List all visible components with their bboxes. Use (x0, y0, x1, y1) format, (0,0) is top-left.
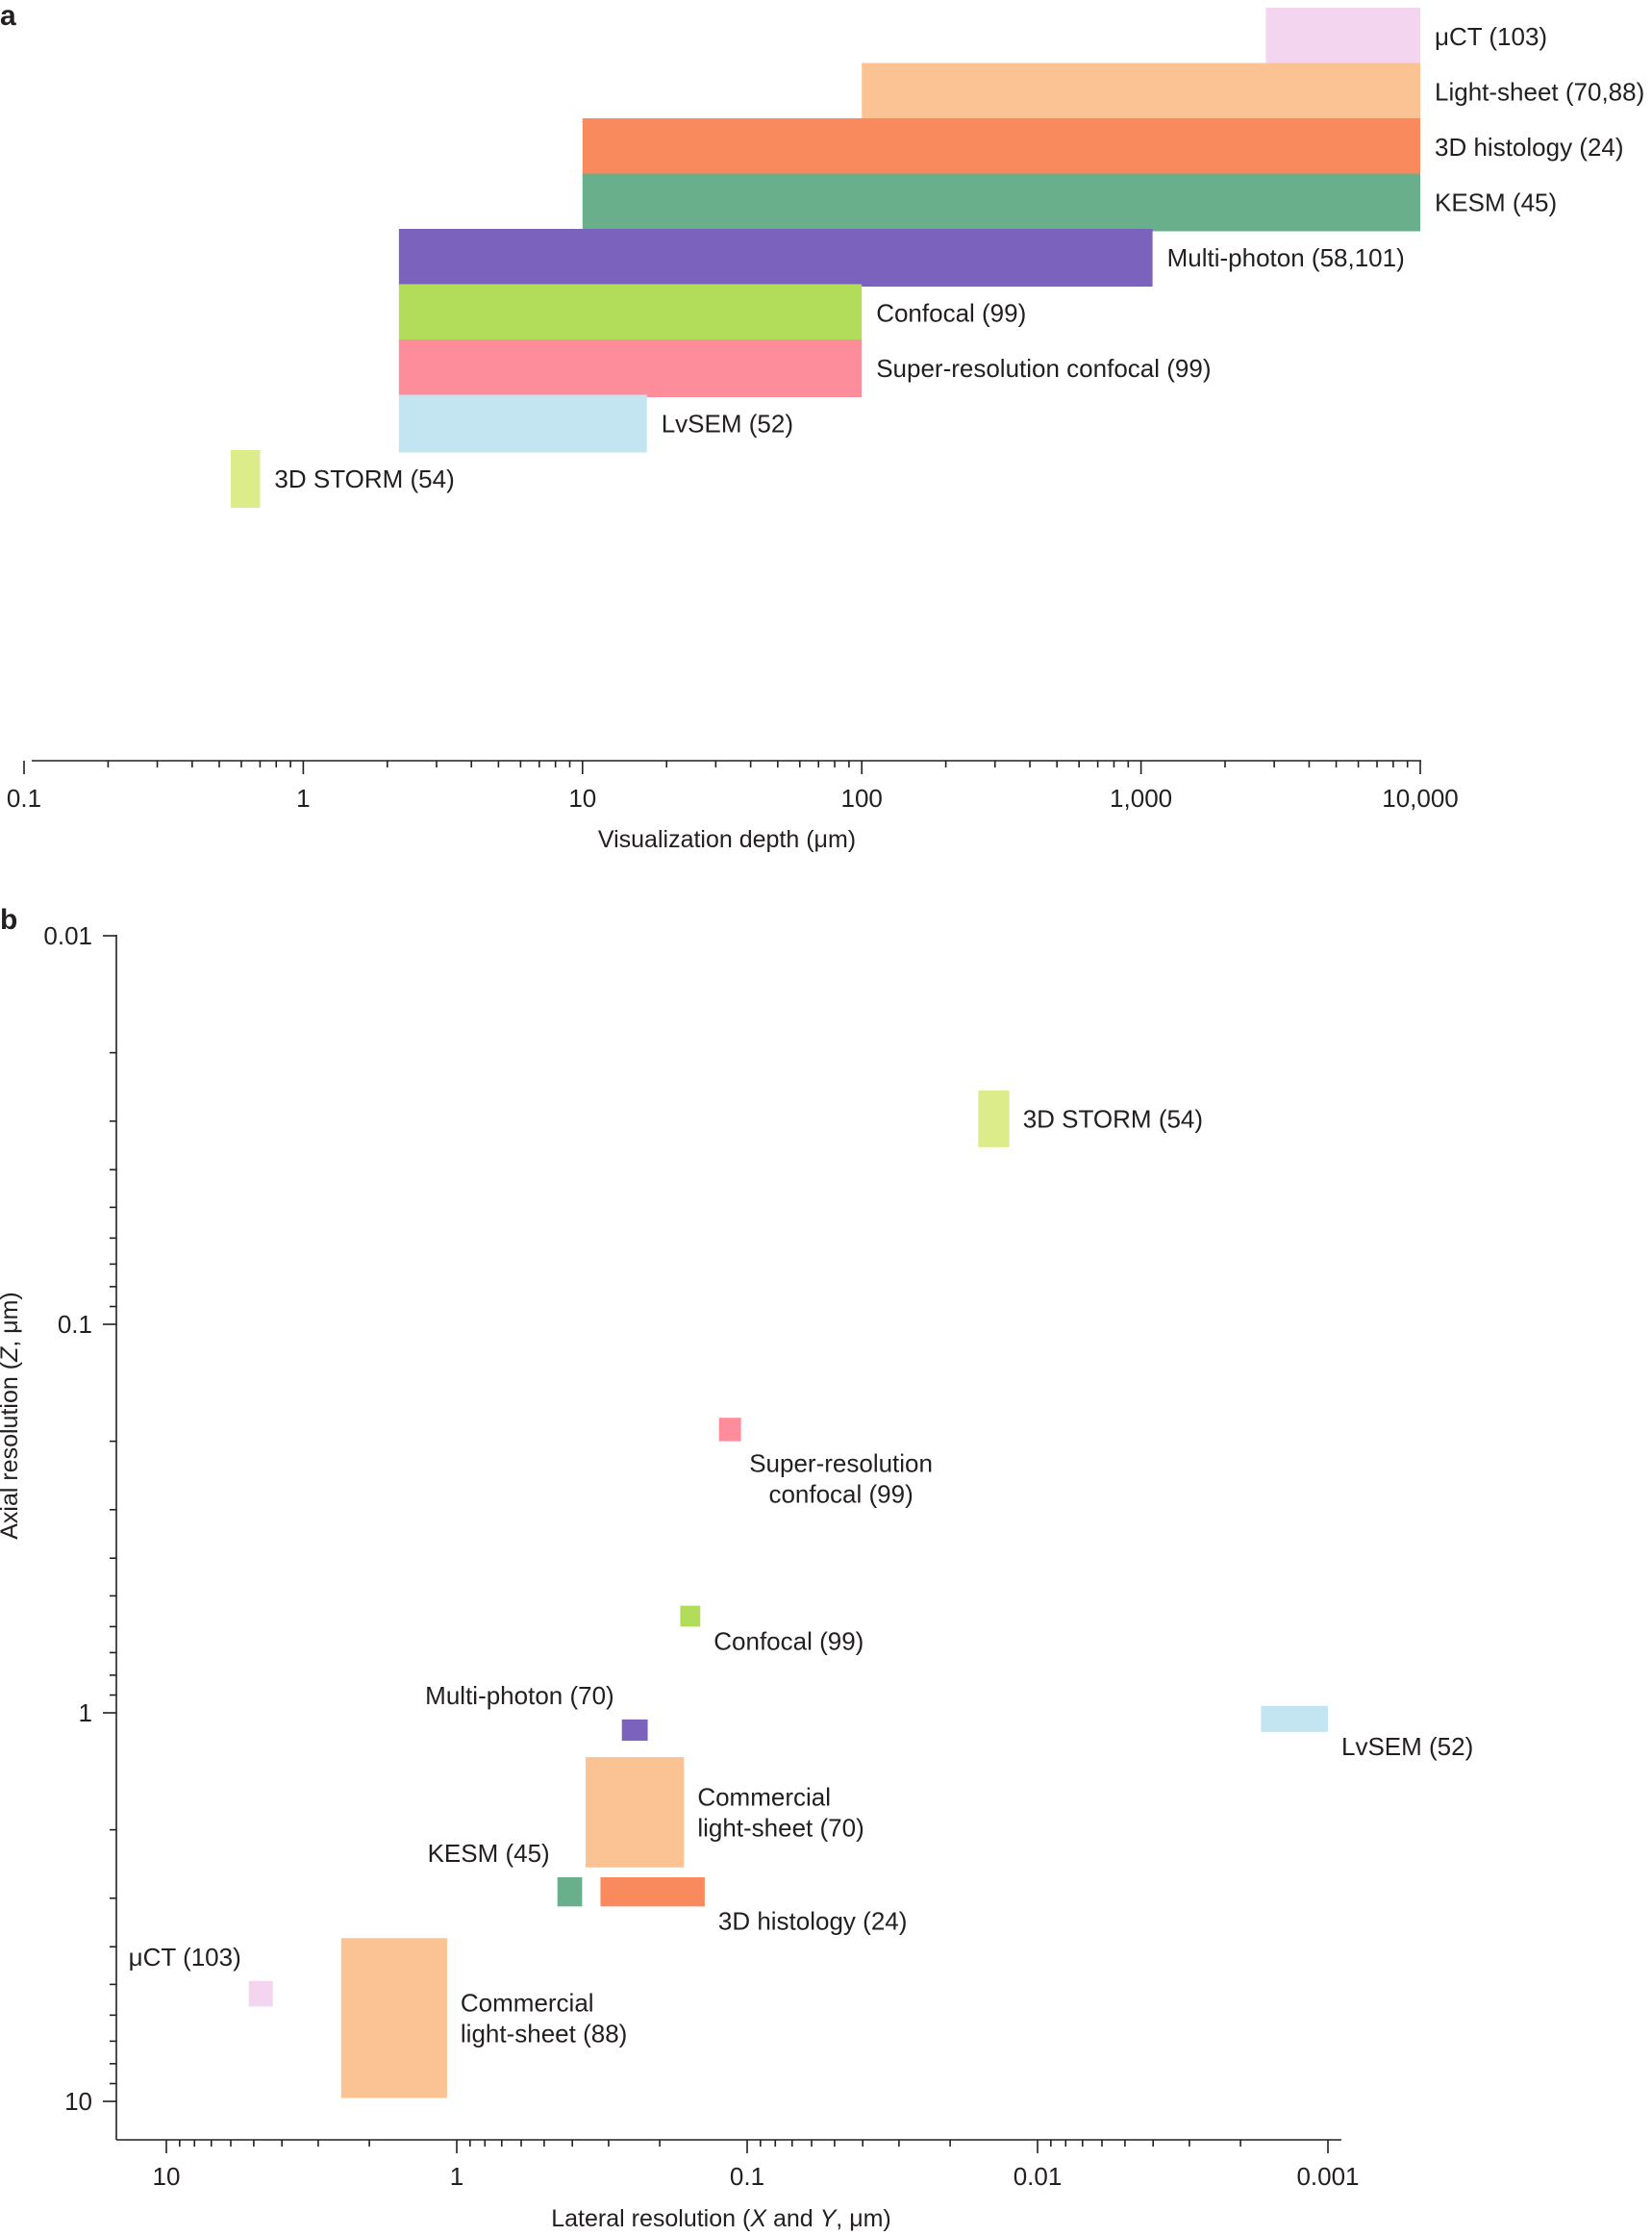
y-tick-label: 10 (64, 2087, 92, 2116)
panel-b-chart: 0.01 0.1 1 10 10 1 0.1 0.01 0.001 3D STORM (54)… (0, 921, 1473, 2232)
point-label-commercial-light-sheet-88: light-sheet (88) (461, 2019, 627, 2048)
x-tick-label: 1 (296, 784, 310, 813)
panel-a-x-axis-title: Visualization depth (μm) (598, 826, 856, 853)
bar-confocal-99 (398, 284, 863, 342)
point-muct-103 (248, 1980, 273, 2007)
point-multi-photon-70 (621, 1719, 648, 1742)
bar-lvsem-52 (398, 394, 647, 453)
bar-label-muct-103: μCT (103) (1435, 22, 1547, 51)
point-kesm-45 (557, 1876, 583, 1907)
bar-label-lvsem-52: LvSEM (52) (662, 410, 793, 439)
x-tick-label: 0.001 (1296, 2162, 1359, 2191)
panel-label-a: a (0, 0, 16, 32)
point-super-resolution-confocal-99 (718, 1418, 741, 1442)
bar-light-sheet-70-88 (862, 63, 1420, 121)
y-axis-title-part: Axial resolution ( (0, 1361, 23, 1539)
panel-a-x-ticks: 0.1 1 10 100 1,000 10,000 (7, 761, 1459, 813)
x-axis-title-part: Lateral resolution ( (551, 2205, 751, 2232)
y-axis-title-part: Z (0, 1346, 23, 1363)
point-label-multi-photon-70: Multi-photon (70) (425, 1681, 614, 1710)
x-tick-label: 10 (153, 2162, 181, 2191)
point-commercial-light-sheet-70 (585, 1757, 685, 1868)
panel-label-b: b (0, 904, 17, 936)
x-axis-title-part: and (766, 2205, 820, 2232)
point-3d-histology-24 (600, 1876, 705, 1907)
point-label-commercial-light-sheet-70: Commercial (697, 1782, 831, 1811)
panel-b-y-axis-title: Axial resolution (Z, μm) (0, 1292, 23, 1540)
point-label-muct-103: μCT (103) (129, 1943, 241, 1972)
bar-3d-histology-24 (582, 118, 1420, 176)
bar-label-kesm-45: KESM (45) (1435, 188, 1557, 217)
point-3d-storm-54 (978, 1090, 1010, 1147)
panel-a-bars: μCT (103) Light-sheet (70,88) 3D histology… (231, 8, 1644, 508)
y-axis-title-part: , μm) (0, 1292, 23, 1346)
bar-label-3d-storm-54: 3D STORM (54) (274, 465, 454, 493)
bar-super-resolution-confocal-99 (398, 339, 863, 397)
x-tick-label: 0.1 (7, 784, 41, 813)
bar-label-3d-histology-24: 3D histology (24) (1435, 133, 1624, 162)
x-tick-label: 10,000 (1382, 784, 1459, 813)
point-label-super-resolution-confocal-99: Super-resolution (749, 1449, 933, 1478)
point-label-commercial-light-sheet-88: Commercial (461, 1988, 594, 2017)
x-axis-title-part: , μm) (836, 2205, 890, 2232)
point-commercial-light-sheet-88 (340, 1938, 447, 2098)
point-confocal-99 (680, 1605, 701, 1627)
x-axis-title-part: X (749, 2205, 767, 2232)
bar-multi-photon-58-101 (398, 229, 1153, 287)
point-label-commercial-light-sheet-70: light-sheet (70) (697, 1813, 864, 1842)
panel-b-y-ticks: 0.01 0.1 1 10 (43, 921, 116, 2116)
bar-label-multi-photon-58-101: Multi-photon (58,101) (1167, 243, 1405, 272)
point-label-3d-storm-54: 3D STORM (54) (1023, 1104, 1203, 1133)
x-tick-label: 100 (841, 784, 883, 813)
point-label-kesm-45: KESM (45) (428, 1839, 550, 1868)
bar-kesm-45 (582, 173, 1420, 232)
x-tick-label: 0.1 (730, 2162, 764, 2191)
x-tick-label: 1 (450, 2162, 463, 2191)
x-tick-label: 10 (568, 784, 596, 813)
bar-label-super-resolution-confocal-99: Super-resolution confocal (99) (876, 354, 1211, 383)
y-tick-label: 0.1 (58, 1310, 92, 1339)
x-axis-title-part: Y (820, 2205, 839, 2232)
bar-3d-storm-54 (231, 450, 261, 508)
y-tick-label: 1 (79, 1698, 92, 1727)
x-tick-label: 0.01 (1014, 2162, 1063, 2191)
point-lvsem-52 (1261, 1705, 1328, 1732)
bar-label-light-sheet-70-88: Light-sheet (70,88) (1435, 78, 1644, 107)
bar-muct-103 (1265, 8, 1420, 65)
y-tick-label: 0.01 (43, 921, 92, 950)
panel-b-x-axis-title: Lateral resolution (X and Y, μm) (551, 2205, 891, 2232)
point-label-lvsem-52: LvSEM (52) (1341, 1732, 1473, 1761)
bar-label-confocal-99: Confocal (99) (876, 299, 1026, 328)
x-tick-label: 1,000 (1110, 784, 1172, 813)
panel-a-chart: μCT (103) Light-sheet (70,88) 3D histology… (7, 8, 1644, 853)
panel-b-x-ticks: 10 1 0.1 0.01 0.001 (153, 2140, 1360, 2191)
point-label-3d-histology-24: 3D histology (24) (718, 1906, 908, 1935)
point-label-confocal-99: Confocal (99) (713, 1626, 864, 1655)
point-label-super-resolution-confocal-99: confocal (99) (768, 1480, 913, 1509)
